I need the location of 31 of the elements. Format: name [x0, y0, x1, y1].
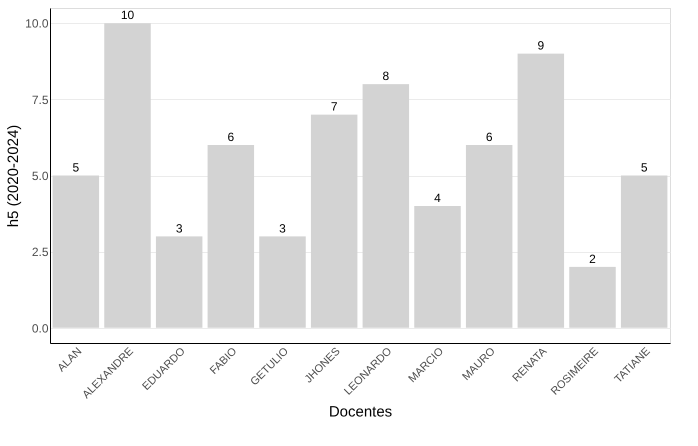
data-label: 3	[176, 221, 183, 236]
y-tick-label: 7.5	[32, 92, 49, 107]
bar	[518, 54, 564, 328]
bar	[569, 266, 616, 328]
bar	[259, 236, 306, 328]
y-axis-title: h5 (2020-2024)	[5, 124, 22, 228]
y-tick-label: 0.0	[32, 321, 49, 336]
bar	[620, 176, 668, 328]
data-label: 8	[382, 69, 390, 84]
y-tick-label: 2.5	[32, 245, 49, 260]
bar	[52, 176, 100, 328]
data-label: 6	[227, 130, 234, 144]
data-label: 7	[330, 100, 338, 114]
data-label: 10	[120, 8, 134, 22]
bar	[362, 84, 410, 328]
y-tick-label: 5.0	[32, 169, 49, 183]
data-label: 5	[640, 160, 648, 174]
data-label: 2	[589, 252, 596, 266]
data-label: 3	[279, 221, 286, 236]
y-tick-label: 10.0	[25, 16, 49, 31]
data-label: 6	[486, 130, 493, 144]
bar	[414, 206, 461, 328]
data-label: 4	[434, 190, 442, 205]
bar	[104, 23, 151, 328]
x-axis-title: Docentes	[328, 403, 392, 420]
bar	[310, 114, 358, 328]
data-label: 9	[537, 38, 544, 53]
bar	[156, 236, 202, 328]
bar	[208, 145, 254, 328]
data-label: 5	[72, 160, 80, 174]
bar	[466, 145, 512, 328]
